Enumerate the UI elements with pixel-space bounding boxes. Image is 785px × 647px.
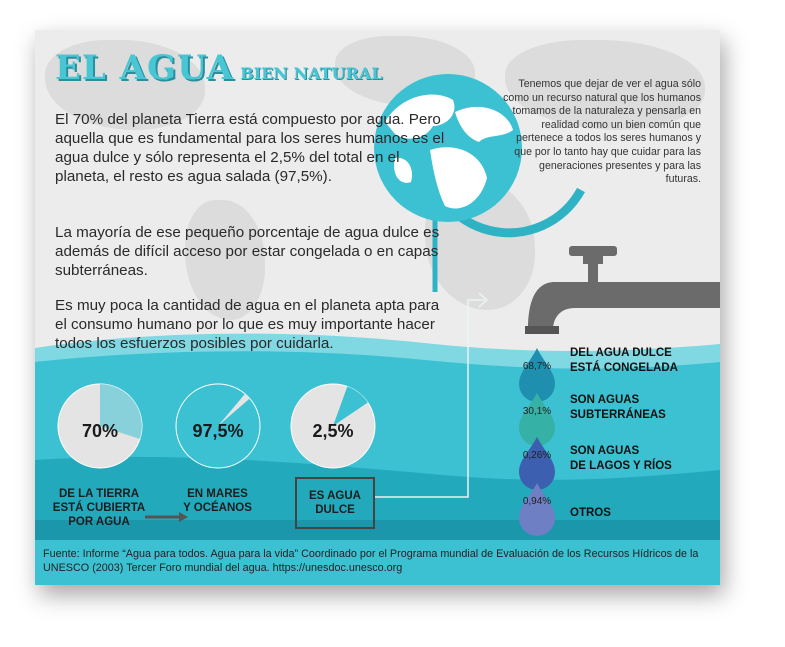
- label-earth-covered: DE LA TIERRA ESTÁ CUBIERTA POR AGUA: [43, 487, 155, 529]
- drop-icon-frozen: [519, 348, 555, 402]
- drop-value-frozen: 68,7%: [522, 361, 552, 372]
- drop-value-other: 0,94%: [522, 496, 552, 507]
- stat-circle-freshwater: 2,5%: [290, 383, 376, 469]
- label-earth-line2: ESTÁ CUBIERTA: [52, 502, 146, 514]
- drop-label-underground: SON AGUAS SUBTERRÁNEAS: [570, 393, 666, 423]
- infographic-card: EL AGUA BIEN NATURAL El 70% del planeta T…: [35, 30, 720, 585]
- label-seas-line1: EN MARES: [187, 488, 248, 500]
- access-paragraph: La mayoría de ese pequeño porcentaje de …: [55, 224, 440, 279]
- drop-label-lakes: SON AGUAS DE LAGOS Y RÍOS: [570, 444, 672, 474]
- label-fresh-water: ES AGUA DULCE: [295, 489, 375, 517]
- drop-label-other: OTROS: [570, 506, 611, 521]
- map-land-asia: [505, 40, 705, 130]
- freshwater-box: [295, 477, 375, 529]
- drop-icon-underground: [519, 393, 555, 446]
- map-land-americas: [45, 40, 205, 130]
- infographic-title: EL AGUA BIEN NATURAL: [55, 48, 382, 88]
- drop-label-frozen: DEL AGUA DULCE ESTÁ CONGELADA: [570, 346, 678, 376]
- drop-label-frozen-line1: DEL AGUA DULCE: [570, 347, 672, 359]
- title-main: EL AGUA: [55, 48, 235, 88]
- stat-value-oceans: 97,5%: [192, 420, 244, 441]
- label-seas-oceans: EN MARES Y OCÉANOS: [165, 487, 270, 515]
- stat-value-earth: 70%: [81, 420, 119, 441]
- drop-label-underground-line1: SON AGUAS: [570, 394, 640, 406]
- drop-label-other-line1: OTROS: [570, 507, 611, 519]
- drop-label-frozen-line2: ESTÁ CONGELADA: [570, 362, 678, 374]
- drop-icon-other: [519, 483, 555, 536]
- drop-label-lakes-line2: DE LAGOS Y RÍOS: [570, 460, 672, 472]
- map-land-south-america: [185, 200, 265, 320]
- label-earth-line3: POR AGUA: [68, 516, 130, 528]
- intro-paragraph: El 70% del planeta Tierra está compuesto…: [55, 111, 445, 185]
- care-paragraph: Es muy poca la cantidad de agua en el pl…: [55, 297, 440, 352]
- stat-circle-oceans: 97,5%: [175, 383, 261, 469]
- label-seas-line2: Y OCÉANOS: [183, 502, 252, 514]
- label-earth-line1: DE LA TIERRA: [58, 488, 140, 500]
- label-fresh-line1: ES AGUA: [309, 490, 361, 502]
- drop-icon-lakes: [519, 437, 555, 490]
- drop-label-underground-line2: SUBTERRÁNEAS: [570, 409, 666, 421]
- title-sub: BIEN NATURAL: [240, 64, 383, 83]
- stat-value-freshwater: 2,5%: [312, 420, 354, 441]
- drop-label-lakes-line1: SON AGUAS: [570, 445, 640, 457]
- common-good-quote: Tenemos que dejar de ver el agua sólo co…: [503, 78, 701, 186]
- drop-value-lakes: 0,26%: [522, 450, 552, 461]
- source-citation: Fuente: Informe “Agua para todos. Agua p…: [43, 548, 699, 574]
- world-map-background: [35, 30, 720, 360]
- drop-value-underground: 30,1%: [522, 406, 552, 417]
- stat-circle-earth: 70%: [57, 383, 143, 469]
- label-fresh-line2: DULCE: [315, 504, 355, 516]
